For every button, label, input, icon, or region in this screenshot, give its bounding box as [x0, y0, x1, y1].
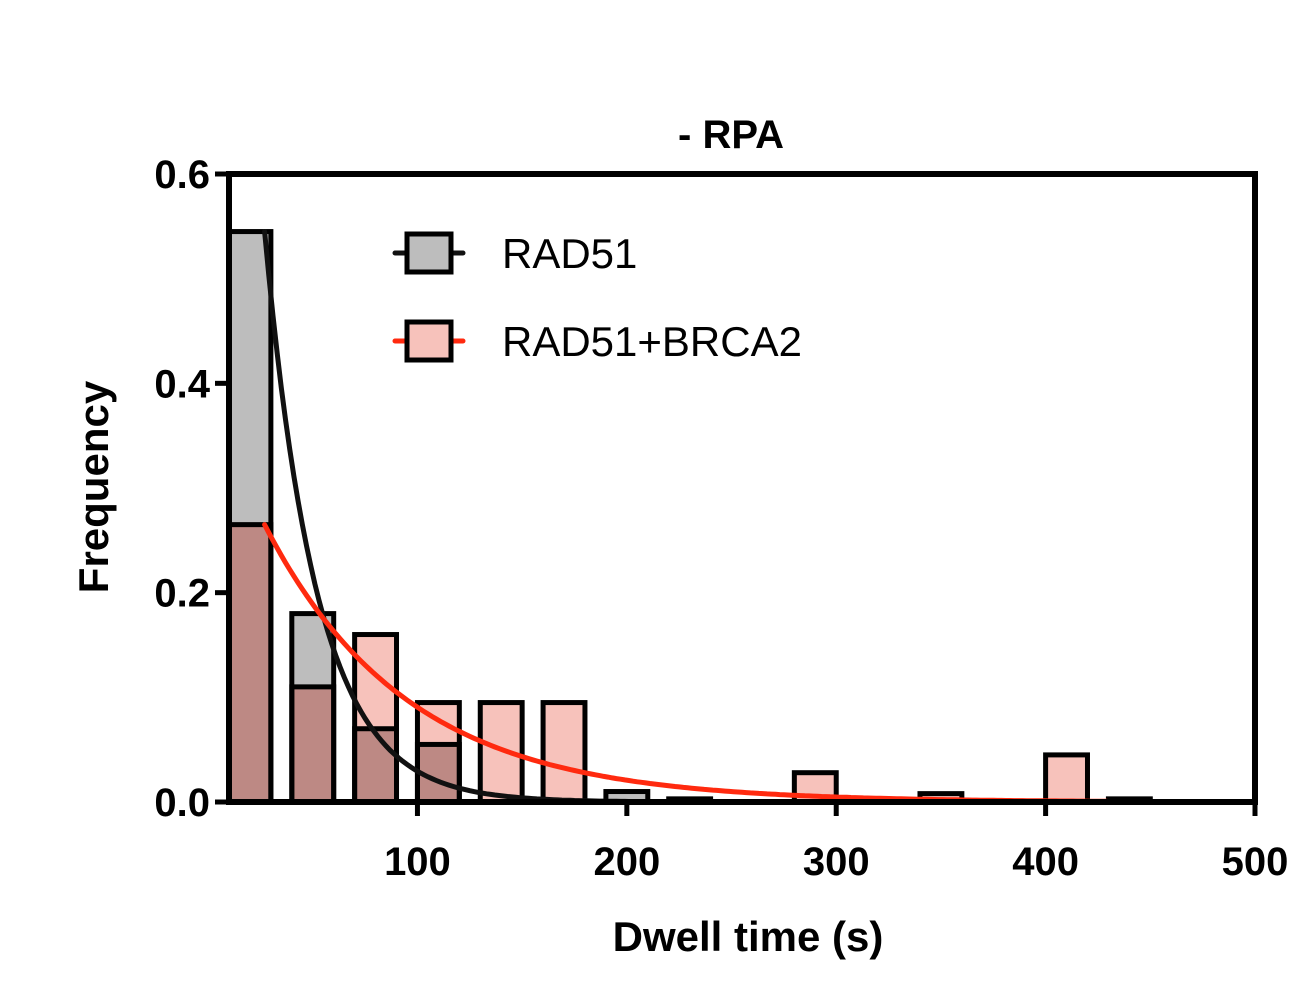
- chart-title: - RPA: [678, 113, 784, 157]
- y-tick-label: 0.2: [154, 572, 210, 616]
- legend-label: RAD51: [502, 230, 637, 277]
- legend-swatch: [404, 231, 454, 275]
- bar-fill-overlap: [229, 524, 271, 802]
- y-axis-ticks: 0.0 0.2 0.4 0.6: [154, 153, 229, 825]
- x-tick-label: 200: [593, 840, 660, 884]
- x-tick-label: 100: [384, 840, 451, 884]
- plot-frame: [226, 171, 1258, 805]
- bar-fill-top: [543, 702, 585, 802]
- legend: RAD51 RAD51+BRCA2: [392, 230, 802, 365]
- x-tick-label: 500: [1222, 840, 1289, 884]
- bar-fill-overlap: [291, 686, 334, 802]
- x-tick-label: 300: [803, 840, 870, 884]
- bar-fill-top: [1045, 754, 1088, 802]
- y-tick-label: 0.4: [154, 362, 210, 406]
- bar-fill-top: [605, 791, 648, 802]
- bar-fill-top: [229, 231, 271, 525]
- x-tick-label: 400: [1012, 840, 1079, 884]
- y-tick-label: 0.0: [154, 781, 210, 825]
- y-tick-label: 0.6: [154, 153, 210, 197]
- legend-label: RAD51+BRCA2: [502, 318, 802, 365]
- bar-fill-overlap: [354, 728, 397, 802]
- x-axis-ticks: 100 200 300 400 500: [384, 802, 1288, 884]
- legend-swatch: [404, 319, 454, 363]
- x-axis-label: Dwell time (s): [613, 913, 884, 960]
- y-axis-label: Frequency: [70, 380, 117, 593]
